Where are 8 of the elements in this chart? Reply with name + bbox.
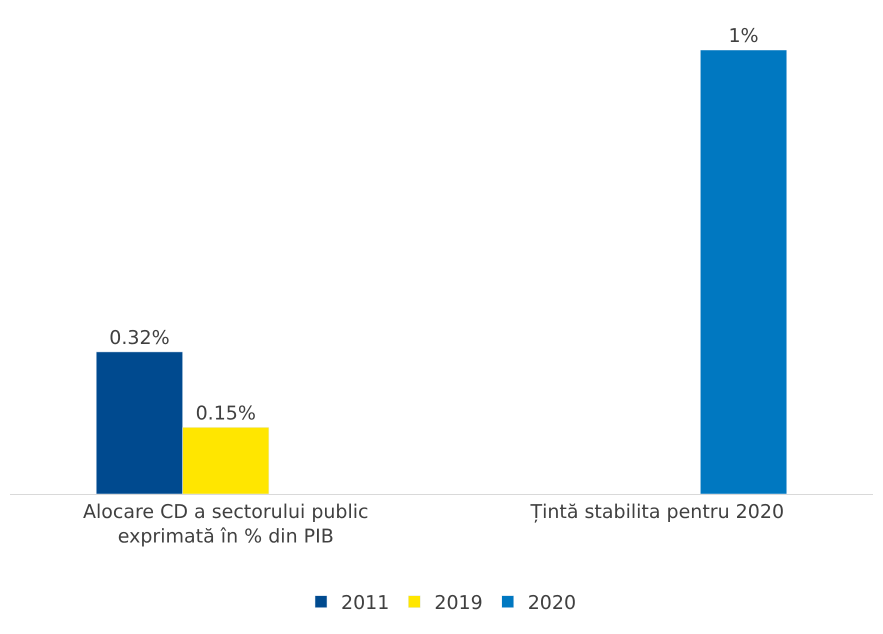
x-tick-label: Alocare CD a sectorului public exprimată în % din PIB	[82, 500, 369, 548]
data-label: 0.15%	[196, 402, 256, 424]
x-tick-label: Țintă stabilita pentru 2020	[529, 500, 784, 523]
data-label: 0.32%	[109, 326, 170, 349]
legend-label: 2020	[528, 592, 576, 614]
legend-label: 2011	[341, 592, 390, 614]
legend-label: 2019	[434, 592, 483, 614]
data-label: 1%	[728, 25, 759, 47]
